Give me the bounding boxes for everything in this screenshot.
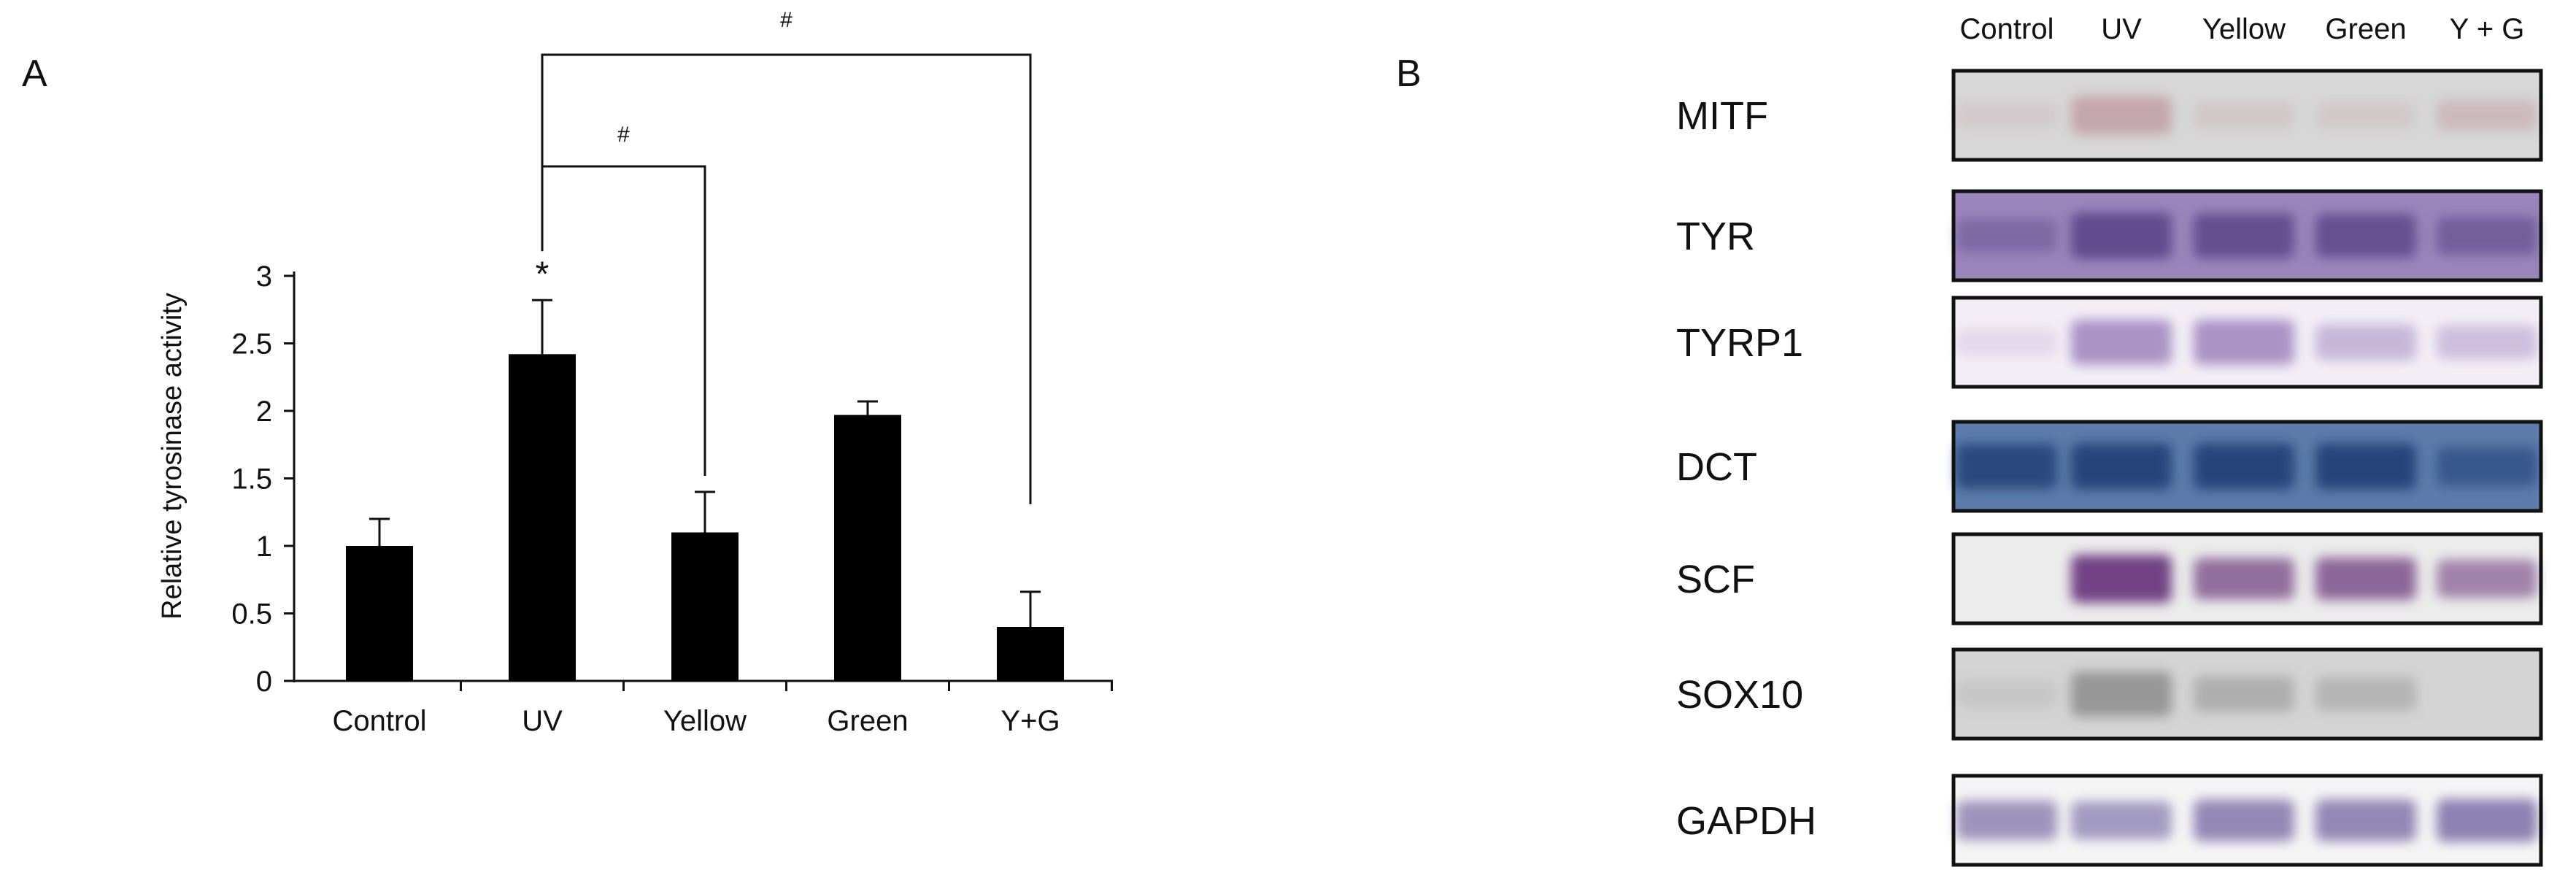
blot-frame xyxy=(1951,189,2543,282)
blot-band xyxy=(2437,798,2537,842)
lane-label: Yellow xyxy=(2202,13,2286,45)
blot-frame xyxy=(1951,532,2543,625)
blot-band xyxy=(2194,213,2294,258)
western-blot: Control UV Yellow Green Y + G MITF TYR TYRP1 DC… xyxy=(1676,13,2543,867)
blot-row-scf: SCF xyxy=(1676,532,2543,625)
blot-band xyxy=(2071,801,2172,840)
protein-label: TYR xyxy=(1676,215,1755,258)
y-tick-label: 2.5 xyxy=(231,328,272,361)
y-tick-label: 1 xyxy=(256,531,272,563)
blot-band xyxy=(1956,101,2057,129)
bracket-uv-yg xyxy=(541,53,1032,504)
blot-band xyxy=(2194,101,2294,129)
y-tick-label: 0.5 xyxy=(231,598,272,631)
blot-band xyxy=(2194,676,2294,712)
blot-band xyxy=(1956,801,2057,840)
protein-label: TYRP1 xyxy=(1676,321,1803,365)
blot-band xyxy=(2437,447,2537,486)
bar-chart: Relative tyrosinase activity 0 0.5 1 1.5 2 2.… xyxy=(157,8,1113,737)
protein-label: MITF xyxy=(1676,94,1768,138)
y-tick-label: 1.5 xyxy=(231,463,272,496)
x-tick-label: Green xyxy=(827,705,908,737)
blot-frame xyxy=(1951,420,2543,513)
protein-label: SCF xyxy=(1676,558,1755,601)
bracket-uv-yellow-marker: # xyxy=(617,123,630,147)
blot-band xyxy=(2071,671,2172,717)
blot-band xyxy=(2315,101,2416,129)
blot-frame xyxy=(1951,296,2543,389)
blot-row-gapdh: GAPDH xyxy=(1676,774,2543,867)
bar xyxy=(346,546,413,681)
blot-band xyxy=(2194,558,2294,600)
blot-band xyxy=(2437,216,2537,255)
blot-frame xyxy=(1951,774,2543,867)
blot-frame xyxy=(1951,647,2543,741)
blot-band xyxy=(2315,443,2416,490)
blot-band xyxy=(2315,799,2416,841)
blot-band xyxy=(2437,559,2537,598)
bar xyxy=(671,532,739,681)
blot-frame xyxy=(1951,69,2543,162)
y-axis-label: Relative tyrosinase activity xyxy=(157,293,188,620)
protein-label: GAPDH xyxy=(1676,799,1816,843)
blot-band xyxy=(1956,444,2057,489)
x-tick-label: Y+G xyxy=(1000,705,1060,737)
lane-label: Green xyxy=(2325,13,2406,45)
x-tick-label: Control xyxy=(333,705,427,737)
blot-row-tyr: TYR xyxy=(1676,189,2543,282)
x-tick-label: UV xyxy=(522,705,563,737)
blot-band xyxy=(2315,677,2416,712)
lane-label: Y + G xyxy=(2450,13,2525,45)
uv-significance-marker: * xyxy=(536,255,549,293)
blot-band xyxy=(2315,557,2416,601)
blot-row-dct: DCT xyxy=(1676,420,2543,513)
blot-band xyxy=(2071,443,2172,490)
blot-band xyxy=(2437,325,2537,360)
protein-label: DCT xyxy=(1676,445,1757,489)
lane-label: Control xyxy=(1960,13,2054,45)
blot-band xyxy=(2071,212,2172,259)
bracket-uv-yg-marker: # xyxy=(780,8,793,32)
x-tick-label: Yellow xyxy=(663,705,747,737)
blot-band xyxy=(2071,555,2172,603)
y-tick-label: 0 xyxy=(256,666,272,698)
blot-band xyxy=(1956,328,2057,356)
bar xyxy=(509,354,576,681)
blot-band xyxy=(2071,320,2172,365)
y-tick-label: 2 xyxy=(256,396,272,428)
blot-band xyxy=(2194,799,2294,841)
lane-label: UV xyxy=(2101,13,2142,45)
blot-band xyxy=(1956,218,2057,253)
blot-band xyxy=(1956,680,2057,708)
blot-band xyxy=(2315,214,2416,258)
blot-row-tyrp1: TYRP1 xyxy=(1676,296,2543,389)
blot-band xyxy=(2194,443,2294,490)
blot-row-mitf: MITF xyxy=(1676,69,2543,162)
blot-band xyxy=(2437,99,2537,131)
blot-row-sox10: SOX10 xyxy=(1676,647,2543,741)
protein-label: SOX10 xyxy=(1676,673,1803,717)
bar xyxy=(997,627,1064,681)
blot-band xyxy=(2194,320,2294,365)
y-tick-label: 3 xyxy=(256,261,272,293)
blot-band xyxy=(2315,324,2416,361)
bracket-uv-yellow xyxy=(541,165,706,476)
panel-a-label: A xyxy=(22,53,47,95)
blot-band xyxy=(2071,96,2172,135)
bar xyxy=(834,415,901,681)
panel-b-label: B xyxy=(1396,53,1422,95)
